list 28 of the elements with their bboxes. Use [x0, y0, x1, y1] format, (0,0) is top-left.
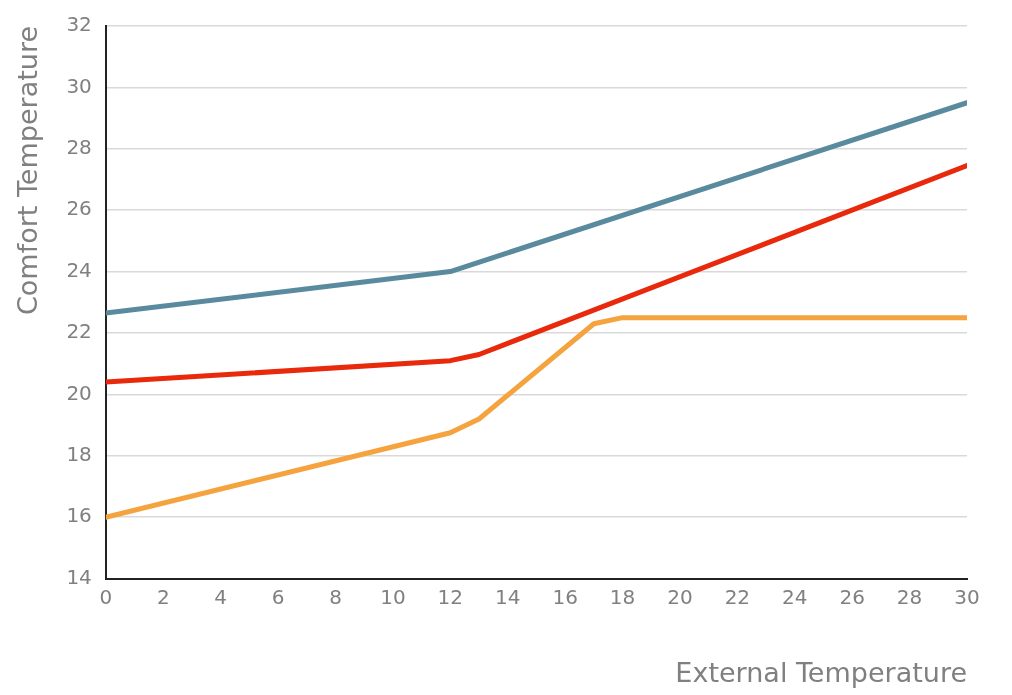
- y-tick-label: 22: [66, 319, 92, 344]
- x-tick-label: 8: [329, 584, 342, 609]
- y-tick-label: 16: [66, 503, 92, 528]
- x-tick-label: 2: [156, 584, 170, 609]
- y-axis-title: Comfort Temperature: [12, 26, 44, 315]
- y-tick-label: 18: [66, 442, 92, 466]
- x-tick-label: 12: [437, 584, 464, 609]
- x-tick-label: 18: [609, 584, 636, 609]
- x-tick-label: 4: [214, 584, 228, 609]
- y-tick-label: 24: [66, 257, 92, 282]
- x-tick-label: 24: [782, 584, 808, 609]
- x-tick-label: 0: [99, 584, 113, 609]
- x-axis-title: External Temperature: [675, 656, 967, 688]
- x-tick-label: 22: [724, 584, 751, 609]
- x-tick-label: 14: [494, 584, 521, 609]
- x-tick-label: 6: [271, 584, 285, 609]
- y-tick-label: 32: [66, 12, 92, 37]
- y-tick-label: 14: [66, 564, 92, 589]
- x-tick-label: 30: [954, 584, 980, 609]
- x-tick-label: 20: [667, 584, 693, 609]
- x-tick-label: 16: [552, 584, 578, 609]
- y-tick-label: 30: [66, 73, 92, 98]
- x-tick-label: 28: [896, 584, 923, 609]
- x-tick-label: 26: [839, 584, 865, 609]
- y-tick-label: 20: [66, 380, 92, 405]
- x-tick-label: 10: [380, 584, 406, 609]
- y-tick-label: 28: [66, 135, 92, 159]
- y-tick-label: 26: [66, 196, 92, 221]
